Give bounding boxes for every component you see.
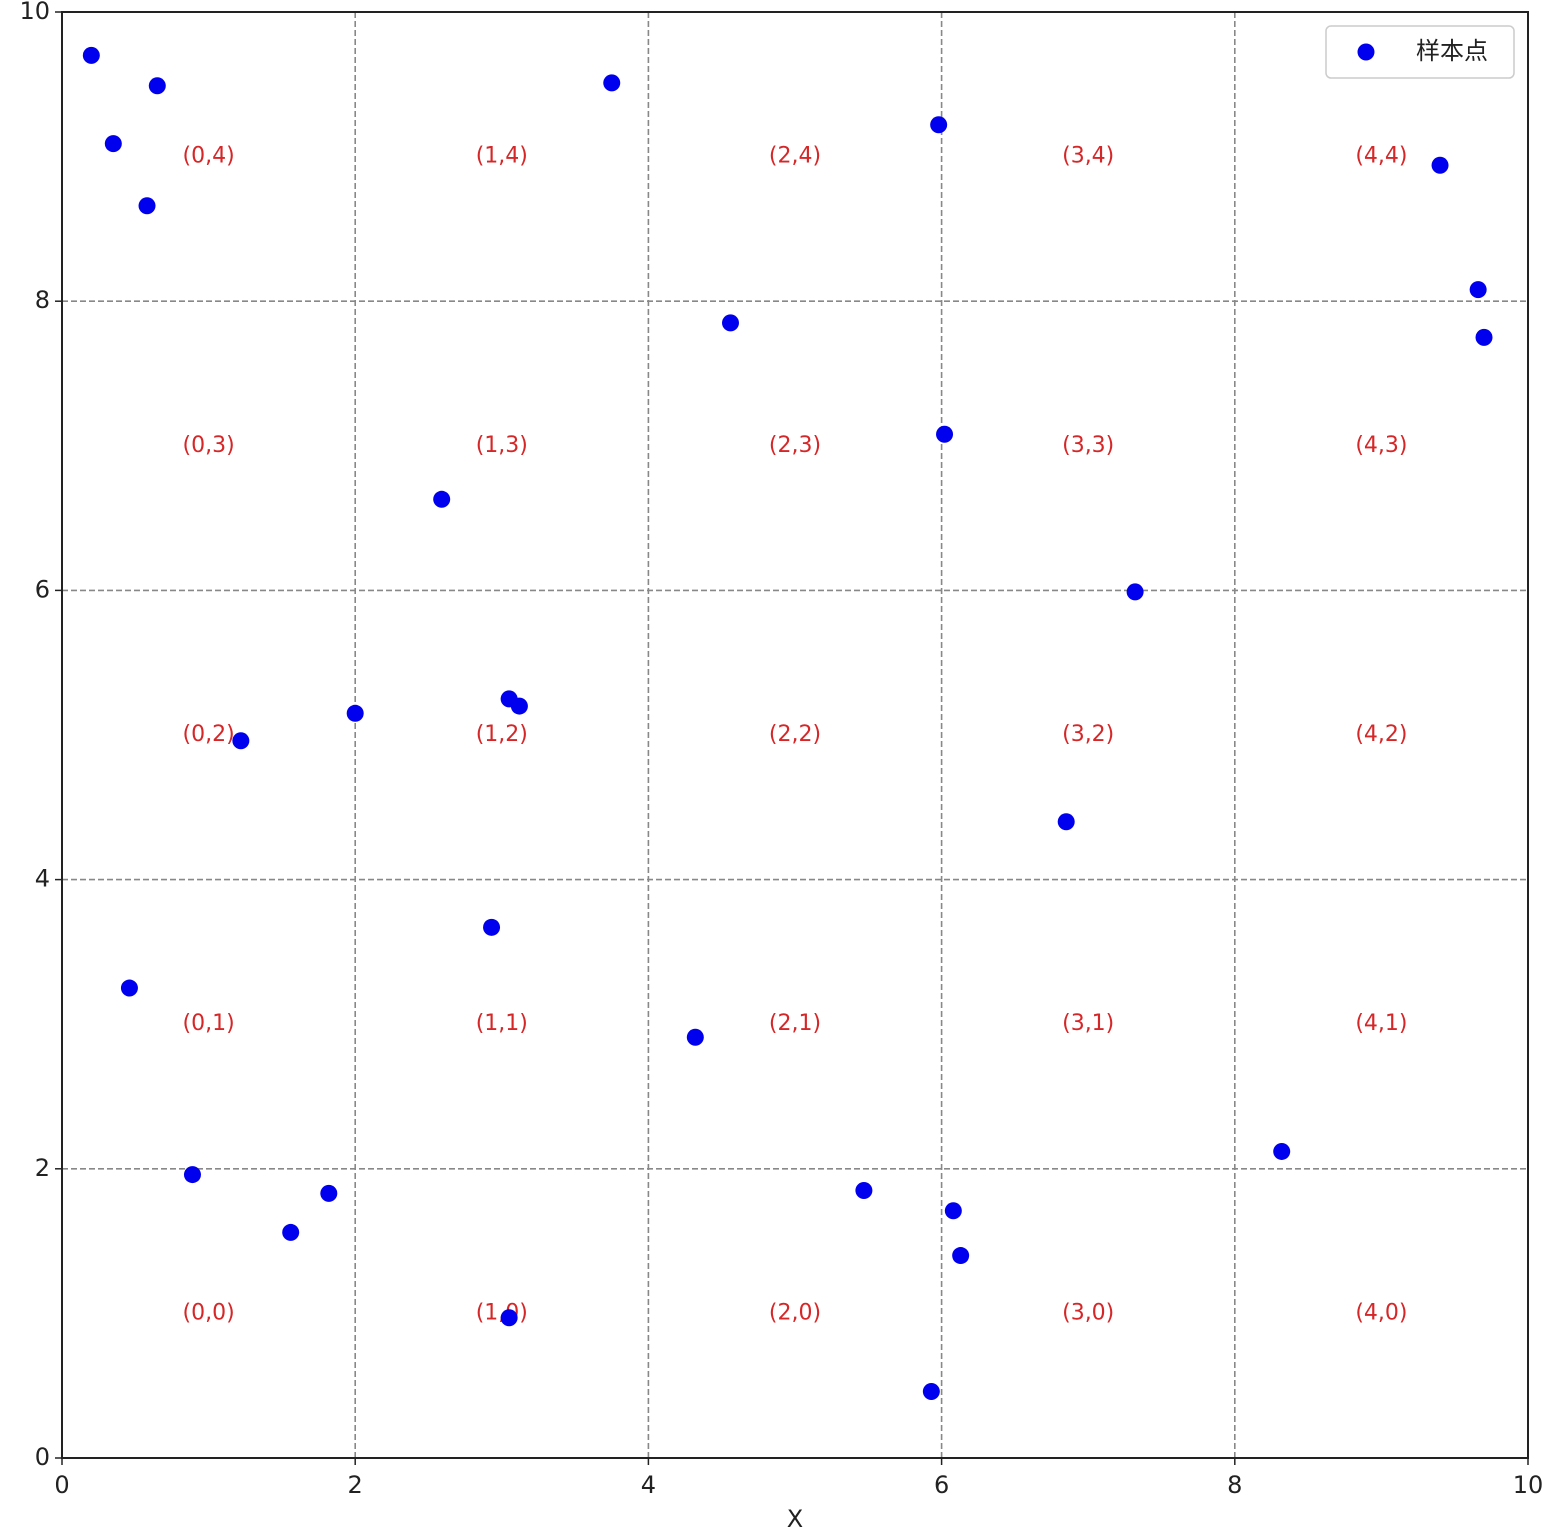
y-tick-label: 0 <box>35 1443 50 1471</box>
cell-label: (4,2) <box>1355 722 1407 747</box>
cell-label: (2,0) <box>769 1300 821 1325</box>
point <box>346 704 364 722</box>
x-tick-label: 4 <box>641 1471 656 1499</box>
cell-label: (3,4) <box>1062 144 1114 169</box>
cell-label: (0,4) <box>183 144 235 169</box>
point <box>104 135 122 153</box>
point <box>82 46 100 64</box>
cell-label: (3,2) <box>1062 722 1114 747</box>
cell-label: (2,1) <box>769 1011 821 1036</box>
point <box>483 918 501 936</box>
y-tick-label: 4 <box>35 865 50 893</box>
cell-label: (2,3) <box>769 433 821 458</box>
y-tick-label: 8 <box>35 286 50 314</box>
plot-frame <box>61 11 1529 1459</box>
y-tick-label: 10 <box>19 0 50 25</box>
point <box>433 490 451 508</box>
point <box>1475 328 1493 346</box>
point <box>944 1202 962 1220</box>
point <box>232 732 250 750</box>
y-tick-label: 6 <box>35 575 50 603</box>
cell-label: (2,2) <box>769 722 821 747</box>
cell-label: (1,3) <box>476 433 528 458</box>
point <box>603 74 621 92</box>
point <box>320 1184 338 1202</box>
point <box>1431 156 1449 174</box>
point <box>686 1028 704 1046</box>
point <box>138 197 156 215</box>
point <box>282 1223 300 1241</box>
point <box>500 1309 518 1327</box>
x-tick-label: 8 <box>1227 1471 1242 1499</box>
point <box>930 116 948 134</box>
point <box>510 697 528 715</box>
point <box>1469 281 1487 299</box>
point <box>855 1181 873 1199</box>
cell-label: (4,1) <box>1355 1011 1407 1036</box>
y-tick-label: 2 <box>35 1154 50 1182</box>
cell-label: (1,1) <box>476 1011 528 1036</box>
point <box>120 979 138 997</box>
cell-label: (0,1) <box>183 1011 235 1036</box>
cell-label: (1,2) <box>476 722 528 747</box>
cell-label: (4,4) <box>1355 144 1407 169</box>
legend-marker <box>1357 43 1375 61</box>
point <box>952 1247 970 1265</box>
cell-label: (3,3) <box>1062 433 1114 458</box>
point <box>1273 1142 1291 1160</box>
x-tick-label: 10 <box>1513 1471 1544 1499</box>
cell-label: (3,1) <box>1062 1011 1114 1036</box>
cell-label: (0,2) <box>183 722 235 747</box>
x-tick-label: 6 <box>934 1471 949 1499</box>
point <box>936 425 954 443</box>
point <box>1126 583 1144 601</box>
point <box>183 1166 201 1184</box>
cell-label: (0,3) <box>183 433 235 458</box>
x-axis-label: X <box>787 1505 803 1532</box>
cell-label: (0,0) <box>183 1300 235 1325</box>
point <box>721 314 739 332</box>
x-tick-label: 0 <box>54 1471 69 1499</box>
point <box>1057 813 1075 831</box>
point <box>922 1382 940 1400</box>
cell-label: (4,3) <box>1355 433 1407 458</box>
cell-label: (3,0) <box>1062 1300 1114 1325</box>
cell-label: (2,4) <box>769 144 821 169</box>
x-tick-label: 2 <box>348 1471 363 1499</box>
legend-label: 样本点 <box>1416 37 1488 65</box>
cell-label: (1,4) <box>476 144 528 169</box>
cell-label: (4,0) <box>1355 1300 1407 1325</box>
point <box>148 77 166 95</box>
legend-box <box>1325 25 1515 79</box>
